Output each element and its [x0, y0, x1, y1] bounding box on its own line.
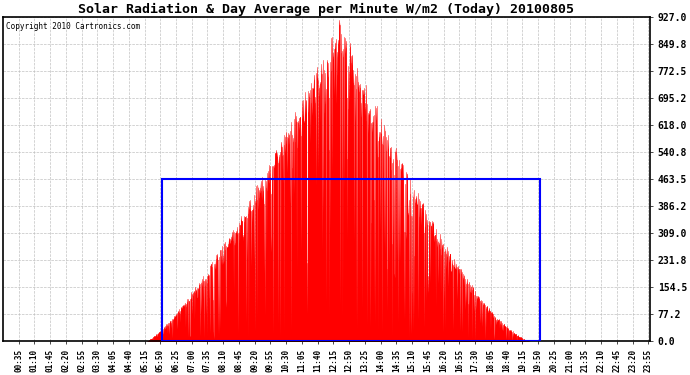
Text: Copyright 2010 Cartronics.com: Copyright 2010 Cartronics.com	[6, 22, 140, 31]
Bar	[161, 179, 540, 342]
Title: Solar Radiation & Day Average per Minute W/m2 (Today) 20100805: Solar Radiation & Day Average per Minute…	[79, 3, 575, 16]
